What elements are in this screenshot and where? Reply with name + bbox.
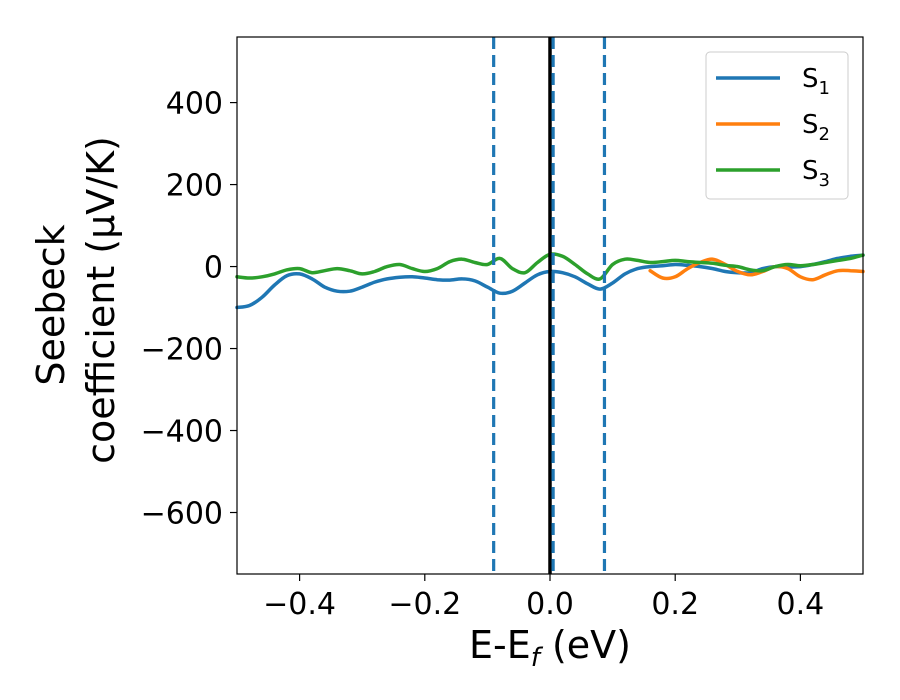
y-tick-label: −600 <box>141 497 223 532</box>
vertical-lines-layer <box>492 37 607 574</box>
x-tick-label: 0.4 <box>777 587 825 622</box>
legend: S1 S2 S3 <box>705 51 849 200</box>
x-axis-title-unit: (eV) <box>540 623 631 667</box>
y-axis-title-line1: Seebeck <box>29 224 73 385</box>
y-tick-label: −400 <box>141 415 223 450</box>
x-axis-title-main: E-E <box>469 623 531 667</box>
x-tick-label: −0.2 <box>388 587 461 622</box>
legend-label-s2: S2 <box>802 110 830 145</box>
legend-label-s3: S3 <box>802 156 830 191</box>
legend-label-s1: S1 <box>802 64 830 99</box>
series-line-s2 <box>648 257 865 282</box>
x-tick-label: 0.2 <box>651 587 699 622</box>
y-axis-title-line2: coefficient (μV/K) <box>79 136 123 464</box>
y-tick-label: −200 <box>141 333 223 368</box>
x-ticks: −0.4 −0.2 0.0 0.2 0.4 <box>263 574 824 622</box>
x-axis-title: E-Ef (eV) <box>469 623 631 673</box>
x-tick-label: 0.0 <box>526 587 574 622</box>
y-tick-label: 400 <box>166 87 223 122</box>
y-tick-label: 200 <box>166 169 223 204</box>
y-ticks: 400 200 0 −200 −400 −600 <box>141 87 237 532</box>
x-tick-label: −0.4 <box>263 587 336 622</box>
y-tick-label: 0 <box>204 251 223 286</box>
legend-items: S1 S2 S3 <box>716 64 830 191</box>
